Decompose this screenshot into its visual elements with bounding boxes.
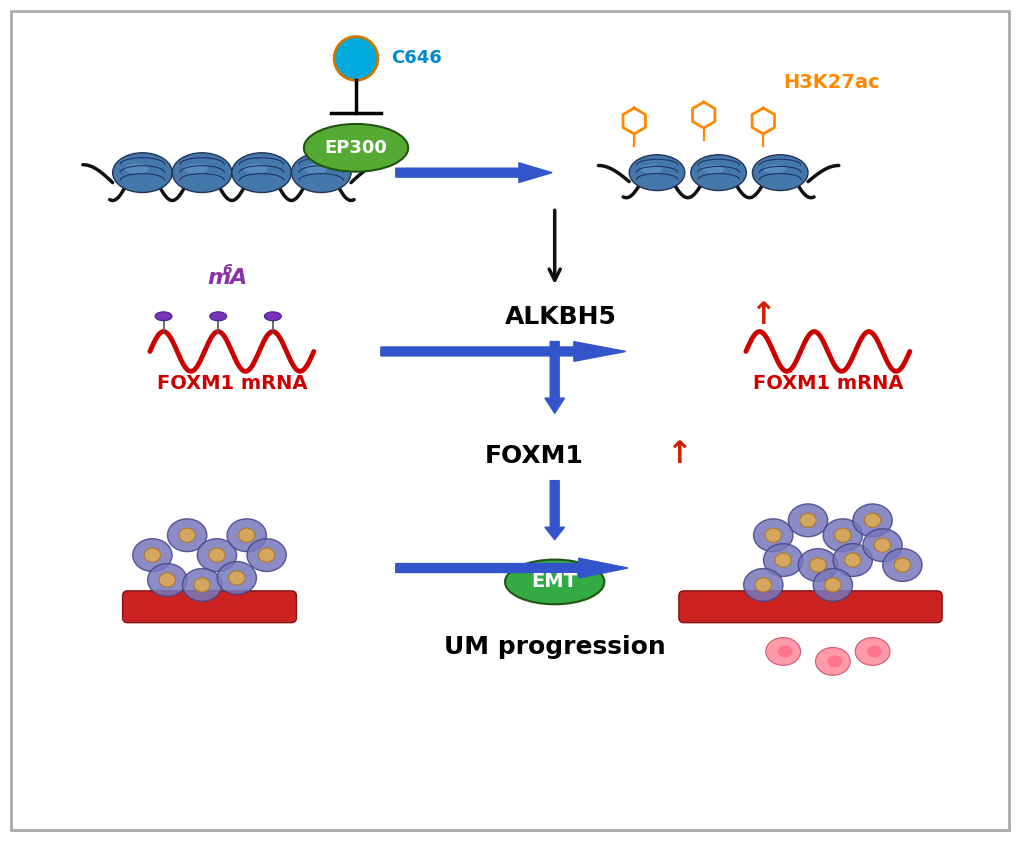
- Ellipse shape: [159, 573, 175, 587]
- FancyArrow shape: [395, 558, 628, 578]
- Ellipse shape: [862, 529, 902, 562]
- Ellipse shape: [112, 153, 172, 193]
- Ellipse shape: [822, 519, 862, 552]
- Ellipse shape: [304, 124, 408, 172]
- Ellipse shape: [155, 312, 172, 320]
- Ellipse shape: [228, 571, 245, 585]
- Ellipse shape: [763, 543, 802, 576]
- Ellipse shape: [814, 648, 850, 675]
- Ellipse shape: [172, 153, 231, 193]
- Ellipse shape: [754, 578, 770, 592]
- Text: ALKBH5: ALKBH5: [504, 304, 616, 329]
- Ellipse shape: [834, 528, 850, 542]
- Ellipse shape: [144, 548, 160, 562]
- Ellipse shape: [701, 165, 723, 173]
- Ellipse shape: [291, 153, 351, 193]
- Ellipse shape: [799, 513, 815, 527]
- Ellipse shape: [227, 519, 266, 552]
- Text: FOXM1 mRNA: FOXM1 mRNA: [752, 374, 902, 394]
- Text: ↑: ↑: [665, 440, 691, 468]
- Ellipse shape: [258, 548, 274, 562]
- Ellipse shape: [178, 528, 196, 542]
- Ellipse shape: [504, 559, 604, 605]
- Ellipse shape: [833, 543, 871, 576]
- Ellipse shape: [764, 528, 781, 542]
- FancyBboxPatch shape: [679, 591, 942, 622]
- Ellipse shape: [763, 165, 785, 173]
- Ellipse shape: [809, 558, 825, 572]
- FancyArrow shape: [544, 341, 564, 413]
- Ellipse shape: [812, 569, 852, 601]
- Ellipse shape: [854, 637, 890, 665]
- FancyArrow shape: [380, 341, 625, 362]
- Text: UM progression: UM progression: [443, 636, 665, 659]
- Ellipse shape: [776, 646, 792, 658]
- Ellipse shape: [231, 153, 291, 193]
- Text: EP300: EP300: [324, 139, 387, 156]
- FancyBboxPatch shape: [122, 591, 297, 622]
- Ellipse shape: [132, 539, 172, 572]
- Text: H3K27ac: H3K27ac: [783, 73, 879, 93]
- Ellipse shape: [823, 578, 841, 592]
- Text: FOXM1 mRNA: FOXM1 mRNA: [157, 374, 307, 394]
- Text: A: A: [229, 268, 247, 288]
- Ellipse shape: [167, 519, 207, 552]
- Ellipse shape: [826, 655, 842, 668]
- Text: 6: 6: [222, 263, 231, 277]
- Ellipse shape: [264, 312, 281, 320]
- Ellipse shape: [894, 558, 910, 572]
- Ellipse shape: [788, 504, 826, 537]
- Ellipse shape: [873, 538, 890, 553]
- Ellipse shape: [852, 504, 892, 537]
- Ellipse shape: [194, 578, 210, 592]
- Text: ↑: ↑: [750, 300, 775, 330]
- Ellipse shape: [743, 569, 783, 601]
- Ellipse shape: [863, 513, 880, 527]
- Ellipse shape: [866, 646, 881, 658]
- Text: C646: C646: [390, 50, 441, 67]
- Ellipse shape: [184, 164, 208, 173]
- Ellipse shape: [209, 548, 225, 562]
- Text: EMT: EMT: [531, 573, 577, 591]
- Ellipse shape: [210, 312, 226, 320]
- Ellipse shape: [690, 155, 746, 191]
- Text: m: m: [207, 268, 230, 288]
- Ellipse shape: [752, 155, 807, 191]
- Ellipse shape: [217, 562, 256, 595]
- Ellipse shape: [774, 553, 791, 567]
- Ellipse shape: [753, 519, 792, 552]
- Ellipse shape: [247, 539, 286, 572]
- Text: FOXM1: FOXM1: [485, 444, 584, 468]
- Ellipse shape: [844, 553, 860, 567]
- Ellipse shape: [124, 164, 148, 173]
- Ellipse shape: [182, 569, 221, 601]
- Ellipse shape: [881, 548, 921, 581]
- Ellipse shape: [148, 563, 186, 596]
- Ellipse shape: [197, 539, 236, 572]
- FancyArrow shape: [544, 480, 564, 540]
- Ellipse shape: [303, 164, 327, 173]
- FancyArrow shape: [395, 163, 551, 182]
- Ellipse shape: [765, 637, 800, 665]
- Ellipse shape: [798, 548, 837, 581]
- Ellipse shape: [244, 164, 267, 173]
- Ellipse shape: [629, 155, 684, 191]
- Circle shape: [334, 36, 377, 80]
- Ellipse shape: [640, 165, 662, 173]
- Ellipse shape: [238, 528, 255, 542]
